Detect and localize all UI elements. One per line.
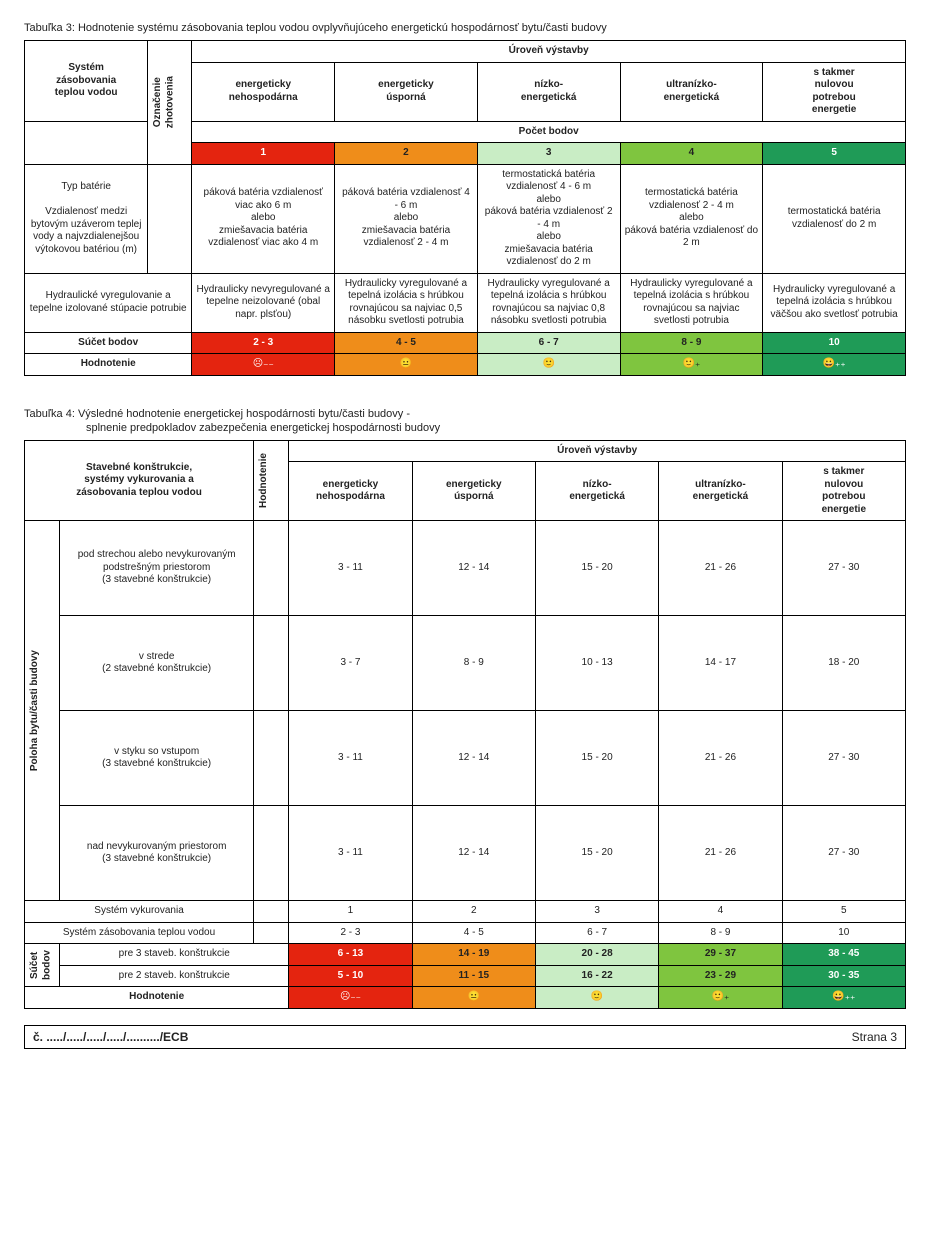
face-icon: 😐 — [412, 987, 535, 1009]
t4-rating-row: Hodnotenie ☹︎₋₋ 😐 🙂 🙂₊ 😀₊₊ — [25, 987, 906, 1009]
table4: Stavebné konštrukcie,systémy vykurovania… — [24, 440, 906, 1009]
t3-group-header: Úroveň výstavby — [192, 41, 906, 63]
face-icon: 🙂 — [535, 987, 658, 1009]
face-icon: 😀₊₊ — [763, 354, 906, 376]
page-footer: č. ...../...../...../...../........../EC… — [24, 1025, 906, 1049]
t4-group-header: Úroveň výstavby — [289, 440, 906, 462]
t4-poloha-side: Poloha bytu/časti budovy — [25, 521, 60, 901]
t4-sum-side: Súčetbodov — [25, 944, 60, 987]
face-icon: 🙂₊ — [620, 354, 763, 376]
t4-row-2: v styku so vstupom(3 stavebné konštrukci… — [25, 711, 906, 806]
table3: Systémzásobovaniateplou vodou Označeniez… — [24, 40, 906, 376]
face-icon: 🙂₊ — [659, 987, 782, 1009]
t4-row-0: Poloha bytu/časti budovy pod strechou al… — [25, 521, 906, 616]
t4-sum-row-0: Súčetbodov pre 3 staveb. konštrukcie 6 -… — [25, 944, 906, 966]
face-icon: 😐 — [335, 354, 478, 376]
footer-right: Strana 3 — [852, 1030, 897, 1044]
table4-caption-2: splnenie predpokladov zabezpečenia energ… — [24, 422, 906, 434]
t4-left-header: Stavebné konštrukcie,systémy vykurovania… — [25, 440, 254, 521]
face-icon: 🙂 — [477, 354, 620, 376]
face-icon: 😀₊₊ — [782, 987, 905, 1009]
t4-side-header: Hodnotenie — [254, 440, 289, 521]
t3-row1: Typ batérieVzdialenosť medzi bytovým uzá… — [25, 164, 906, 273]
t3-row2: Hydraulické vyregulovanie a tepelne izol… — [25, 273, 906, 332]
t4-row-1: v strede(2 stavebné konštrukcie) 3 - 7 8… — [25, 616, 906, 711]
t4-row-heat: Systém vykurovania 1 2 3 4 5 — [25, 901, 906, 923]
footer-left: č. ...../...../...../...../........../EC… — [33, 1030, 188, 1044]
t3-side-header: Označeniezhotovenia — [148, 41, 192, 165]
table4-caption-1: Tabuľka 4: Výsledné hodnotenie energetic… — [24, 408, 906, 420]
face-icon: ☹︎₋₋ — [192, 354, 335, 376]
t3-rating-row: Hodnotenie ☹︎₋₋ 😐 🙂 🙂₊ 😀₊₊ — [25, 354, 906, 376]
t3-sub-header: Počet bodov — [192, 121, 906, 143]
t4-sum-row-1: pre 2 staveb. konštrukcie 5 - 10 11 - 15… — [25, 965, 906, 987]
t4-row-3: nad nevykurovaným priestorom(3 stavebné … — [25, 806, 906, 901]
t3-sum-row: Súčet bodov 2 - 3 4 - 5 6 - 7 8 - 9 10 — [25, 332, 906, 354]
face-icon: ☹︎₋₋ — [289, 987, 412, 1009]
t4-row-water: Systém zásobovania teplou vodou 2 - 3 4 … — [25, 922, 906, 944]
t3-left-header: Systémzásobovaniateplou vodou — [25, 41, 148, 122]
table3-caption: Tabuľka 3: Hodnotenie systému zásobovani… — [24, 22, 906, 34]
